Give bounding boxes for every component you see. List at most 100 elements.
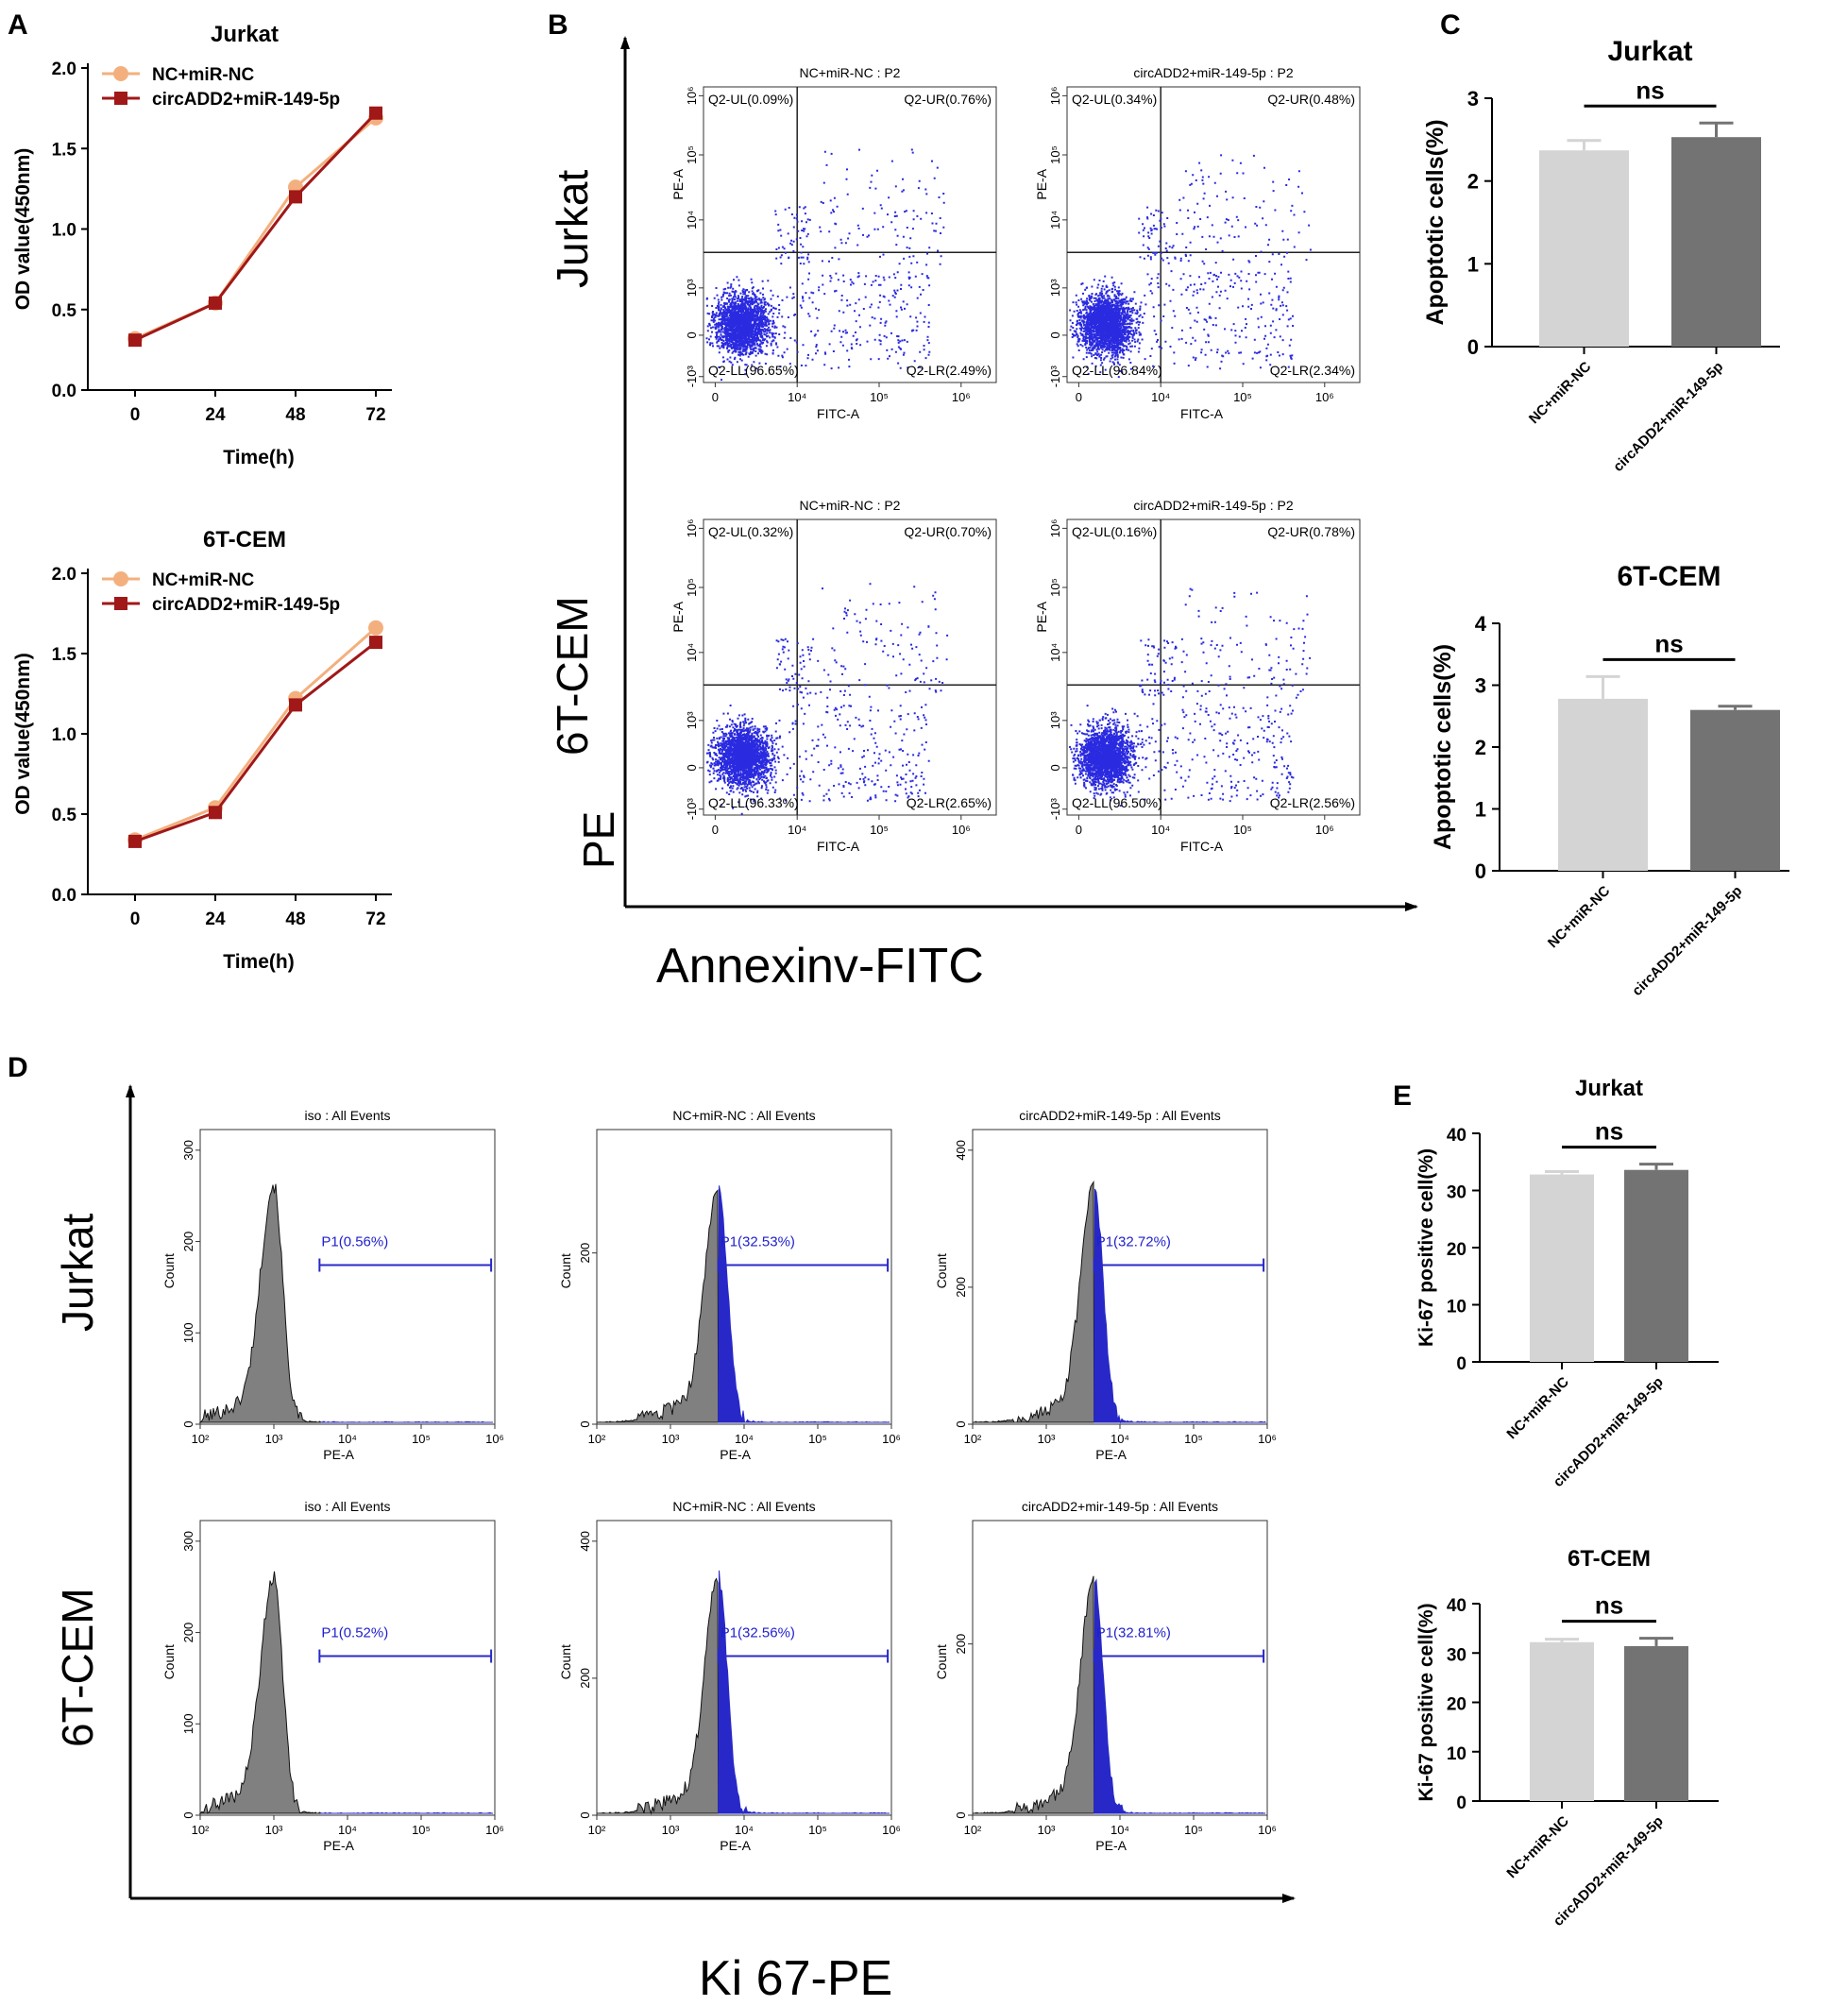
x-tick-label: 10⁴ [1110,1823,1129,1837]
y-tick-label: 300 [181,1140,195,1161]
y-tick-label: 2 [1467,170,1479,194]
histogram-frame [972,1129,1268,1425]
chart-title: 6T-CEM [1568,1546,1651,1572]
quadrant-ur: Q2-UR(0.70%) [904,524,992,539]
x-axis-label: FITC-A [817,839,860,854]
x-tick-label: 10⁵ [808,1432,827,1446]
y-tick-label: 10³ [1048,711,1062,729]
quadrant-lr: Q2-LR(2.56%) [1270,795,1355,810]
y-tick-label: 0 [578,1420,592,1427]
histogram-positive-area [1094,1188,1267,1424]
quadrant-ll: Q2-LL(96.33%) [708,795,799,810]
y-axis-label: Count [161,1253,177,1288]
y-tick-label: 0 [1475,859,1486,883]
x-tick-label: 0 [1076,390,1082,404]
x-tick-label: 10⁴ [735,1432,754,1446]
y-tick-label: 2.0 [52,60,76,79]
histogram-jurkat-iso: iso : All Events P1(0.56%) 10² 10³ 10⁴ 10⁵ 10⁶… [161,1108,504,1462]
quadrant-ul: Q2-UL(0.09%) [708,92,793,107]
x-tick-label: 10⁴ [735,1823,754,1837]
y-axis-label: Count [934,1644,949,1679]
gate-label: P1(0.56%) [321,1234,388,1250]
y-tick-label: -10³ [1048,798,1062,821]
x-tick-label: 48 [285,910,305,929]
y-tick-label: 10⁶ [1048,518,1062,537]
x-tick-label: 10⁴ [788,823,806,837]
x-tick-label: 10⁵ [1184,1823,1203,1837]
y-tick-label: 3 [1467,87,1479,110]
y-tick-label: 10⁴ [1048,211,1062,230]
event-dots [1069,587,1312,808]
flow-plot-frame [703,518,997,816]
panel-label-a: A [8,9,28,41]
histogram-frame [199,1129,496,1425]
x-axis-title: Time(h) [223,447,294,468]
y-tick-label: 10³ [1048,279,1062,297]
y-axis-title: Ki-67 positive cell(%) [1416,1603,1437,1801]
y-tick-label: 200 [181,1623,195,1643]
d-row-label-jurkat: Jurkat [53,1214,102,1332]
y-tick-label: 10⁵ [1048,145,1062,164]
data-point-circ [289,190,302,204]
significance-label: ns [1595,1591,1623,1620]
chart-title: Jurkat [1607,36,1692,67]
x-tick-label: 10⁶ [485,1432,504,1446]
y-axis-label: PE-A [670,168,686,199]
y-tick-label: 0.5 [52,301,77,321]
histogram-title: circADD2+mir-149-5p : All Events [1022,1499,1218,1514]
significance-label: ns [1636,76,1664,104]
bar-0 [1558,698,1648,871]
bar-1 [1624,1169,1688,1362]
quadrant-ur: Q2-UR(0.78%) [1267,524,1355,539]
series-line-1 [134,111,378,342]
x-tick-label: 10² [964,1432,982,1446]
x-tick-label: 10⁴ [338,1823,357,1837]
legend-label-0: NC+miR-NC [152,65,254,85]
x-axis-label: FITC-A [1180,839,1224,854]
b-row-label-6tcem: 6T-CEM [548,596,597,756]
data-point-circ [369,636,382,650]
x-tick-label: 10⁶ [882,1432,901,1446]
histogram-jurkat-nc: NC+miR-NC : All Events P1(32.53%) 10² 10³ 10… [558,1108,901,1462]
x-tick-label: 0 [1076,823,1082,837]
x-tick-label: 10⁶ [882,1823,901,1837]
x-tick-label: 10⁶ [1315,390,1334,404]
histogram-positive-area [320,1420,493,1423]
event-dots [1069,154,1312,379]
x-tick-label: 24 [205,910,226,929]
y-tick-label: 0 [1048,764,1062,771]
y-tick-label: 1.0 [52,725,76,745]
category-label-1: circADD2+miR-149-5p [1629,883,1745,999]
y-tick-label: 0 [685,332,699,338]
histogram-negative-area [597,1189,720,1423]
x-tick-label: 10⁵ [870,390,889,404]
category-label-0: NC+miR-NC [1503,1813,1572,1882]
y-tick-label: 0.0 [52,886,76,906]
x-tick-label: 10⁵ [412,1432,431,1446]
flow-plot-jurkat-circ: circADD2+miR-149-5p : P2 Q2-UL(0.34%) Q2-U… [1034,65,1361,421]
bar-chart-apoptosis-jurkat: Jurkat 0 1 2 3 Apoptotic cells(%) NC+miR-NC cir… [1422,36,1780,475]
quadrant-ul: Q2-UL(0.16%) [1072,524,1157,539]
quadrant-lr: Q2-LR(2.34%) [1270,363,1355,378]
gate-label: P1(0.52%) [321,1625,388,1641]
y-tick-label: 10⁴ [685,211,699,230]
y-tick-label: 10³ [685,279,699,297]
flow-plot-title: NC+miR-NC : P2 [800,65,901,80]
y-tick-label: 0.5 [52,806,77,825]
y-tick-label: 40 [1447,1126,1467,1146]
x-tick-label: 0 [130,405,141,425]
y-tick-label: 40 [1447,1596,1467,1616]
panel-label-d: D [8,1052,28,1083]
category-label-0: NC+miR-NC [1503,1374,1572,1443]
y-tick-label: 2 [1475,736,1486,759]
category-label-1: circADD2+miR-149-5p [1551,1813,1667,1930]
quadrant-ll: Q2-LL(96.65%) [708,363,799,378]
x-tick-label: 48 [285,405,305,425]
y-tick-label: 100 [181,1713,195,1734]
histogram-negative-area [973,1180,1095,1423]
line-chart-jurkat: Jurkat 0.0 0.5 1.0 1.5 2.0 0 24 48 72 Time(h) OD va… [12,22,392,468]
x-tick-label: 10² [192,1432,210,1446]
legend-marker-circ [114,597,127,610]
data-point-circ [128,333,142,348]
y-tick-label: 0 [1467,335,1479,359]
